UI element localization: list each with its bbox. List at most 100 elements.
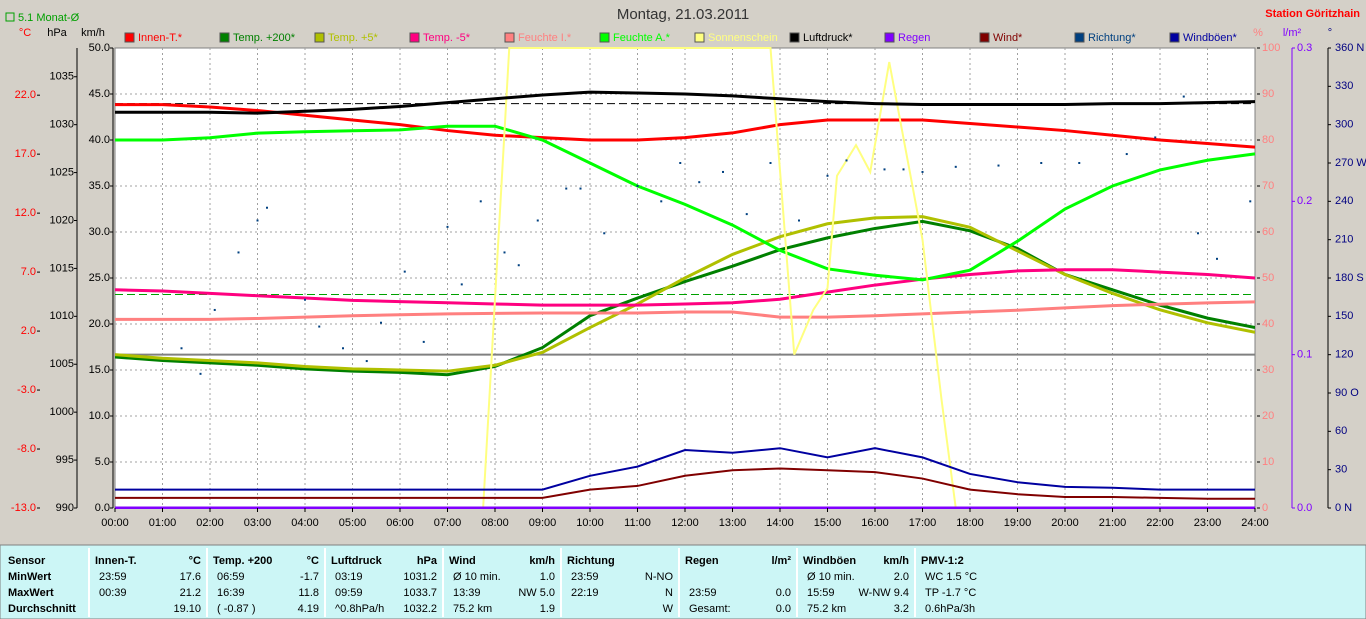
legend-swatch <box>884 32 895 43</box>
group-unit: °C <box>307 555 319 567</box>
y-tick-label: 0.1 <box>1297 349 1312 361</box>
legend-swatch <box>219 32 230 43</box>
x-tick-label: 04:00 <box>291 517 319 529</box>
group-unit: °C <box>189 555 201 567</box>
axis-unit: % <box>1253 27 1263 39</box>
axis-unit: l/m² <box>1283 27 1302 39</box>
cell-right: 17.6 <box>180 571 201 583</box>
group-name: Temp. +200 <box>213 555 272 567</box>
y-tick-label: 300 <box>1335 119 1353 131</box>
x-tick-label: 05:00 <box>339 517 367 529</box>
series-dot <box>660 200 663 203</box>
y-tick-label: 40 <box>1262 318 1274 330</box>
legend-label: Wind* <box>993 32 1023 44</box>
y-tick-label: 0 <box>1262 502 1268 514</box>
cell-right: N <box>665 587 673 599</box>
group-name: Luftdruck <box>331 555 383 567</box>
chart-title: Montag, 21.03.2011 <box>617 6 749 23</box>
y-tick-label: 45.0 <box>89 88 110 100</box>
x-tick-label: 00:00 <box>101 517 129 529</box>
stats-panel <box>0 544 1366 619</box>
legend-swatch <box>1074 32 1085 43</box>
x-tick-label: 14:00 <box>766 517 794 529</box>
series-dot <box>213 308 216 311</box>
y-tick-label: 150 <box>1335 310 1353 322</box>
series-dot <box>479 200 482 203</box>
series-dot <box>536 219 539 222</box>
group-unit: l/m² <box>771 555 791 567</box>
series-line <box>115 300 1255 321</box>
series-dot <box>365 360 368 363</box>
legend-swatch <box>314 32 325 43</box>
group-unit: km/h <box>883 555 909 567</box>
y-tick-label: 1010 <box>50 310 74 322</box>
y-tick-label: 10 <box>1262 456 1274 468</box>
sensor-row-label: MaxWert <box>8 587 54 599</box>
y-tick-label: 990 <box>56 502 74 514</box>
y-tick-label: 1015 <box>50 262 74 274</box>
cell-left: 75.2 km <box>453 603 492 615</box>
series-dot <box>798 219 800 222</box>
series-dot <box>446 225 449 228</box>
series-dot <box>180 347 183 350</box>
x-tick-label: 08:00 <box>481 517 509 529</box>
series-dot <box>1154 136 1157 139</box>
y-tick-label: 90 <box>1262 88 1274 100</box>
cell-right: 1.0 <box>540 571 555 583</box>
sensor-row-label: Durchschnitt <box>8 603 76 615</box>
cell-left: 00:39 <box>99 587 127 599</box>
cell-left: 75.2 km <box>807 603 846 615</box>
cell-right: NW 5.0 <box>518 587 555 599</box>
cell-right: 0.0 <box>776 603 791 615</box>
cell-left: Ø 10 min. <box>807 571 855 583</box>
monthly-label: 5.1 Monat-Ø <box>18 12 80 24</box>
y-tick-label: 240 <box>1335 195 1353 207</box>
y-tick-label: 90 O <box>1335 387 1359 399</box>
legend-label: Richtung* <box>1088 32 1136 44</box>
series-dot <box>318 325 321 328</box>
cell-right: W <box>663 603 674 615</box>
sensor-row-label: MinWert <box>8 571 52 583</box>
y-tick-label: 0.0 <box>1297 502 1312 514</box>
y-tick-label: 12.0 <box>15 207 36 219</box>
group-unit: km/h <box>529 555 555 567</box>
series-dot <box>266 206 268 209</box>
y-tick-label: 40.0 <box>89 134 110 146</box>
x-tick-label: 23:00 <box>1194 517 1222 529</box>
sensor-row-label: Sensor <box>8 555 46 567</box>
x-tick-label: 06:00 <box>386 517 414 529</box>
x-tick-label: 22:00 <box>1146 517 1174 529</box>
y-tick-label: 60 <box>1335 425 1347 437</box>
group-name: PMV-1:2 <box>921 555 964 567</box>
legend-label: Temp. +5* <box>328 32 379 44</box>
y-tick-label: 0 N <box>1335 502 1352 514</box>
cell-left: ( -0.87 ) <box>217 603 256 615</box>
cell-right: W-NW 9.4 <box>858 587 909 599</box>
cell-left: 0.6hPa/3h <box>925 603 975 615</box>
group-name: Regen <box>685 555 719 567</box>
x-tick-label: 01:00 <box>149 517 177 529</box>
legend-swatch <box>599 32 610 43</box>
y-tick-label: 35.0 <box>89 180 110 192</box>
x-tick-label: 13:00 <box>719 517 747 529</box>
y-tick-label: 20 <box>1262 410 1274 422</box>
axis-unit: km/h <box>81 27 105 39</box>
legend-label: Temp. -5* <box>423 32 471 44</box>
cell-left: 23:59 <box>571 571 599 583</box>
cell-right: 0.0 <box>776 587 791 599</box>
x-tick-label: 02:00 <box>196 517 224 529</box>
x-tick-label: 10:00 <box>576 517 604 529</box>
legend-swatch <box>504 32 515 43</box>
y-tick-label: 10.0 <box>89 410 110 422</box>
legend-label: Temp. +200* <box>233 32 296 44</box>
series-dot <box>460 283 463 286</box>
series-dot <box>921 170 924 173</box>
series-dot <box>380 321 382 324</box>
y-tick-label: 22.0 <box>15 89 36 101</box>
series-line <box>115 447 1255 491</box>
y-tick-label: 180 S <box>1335 272 1364 284</box>
y-tick-label: 330 <box>1335 80 1353 92</box>
cell-right: 21.2 <box>180 587 201 599</box>
y-tick-label: 70 <box>1262 180 1274 192</box>
legend-swatch <box>124 32 135 43</box>
